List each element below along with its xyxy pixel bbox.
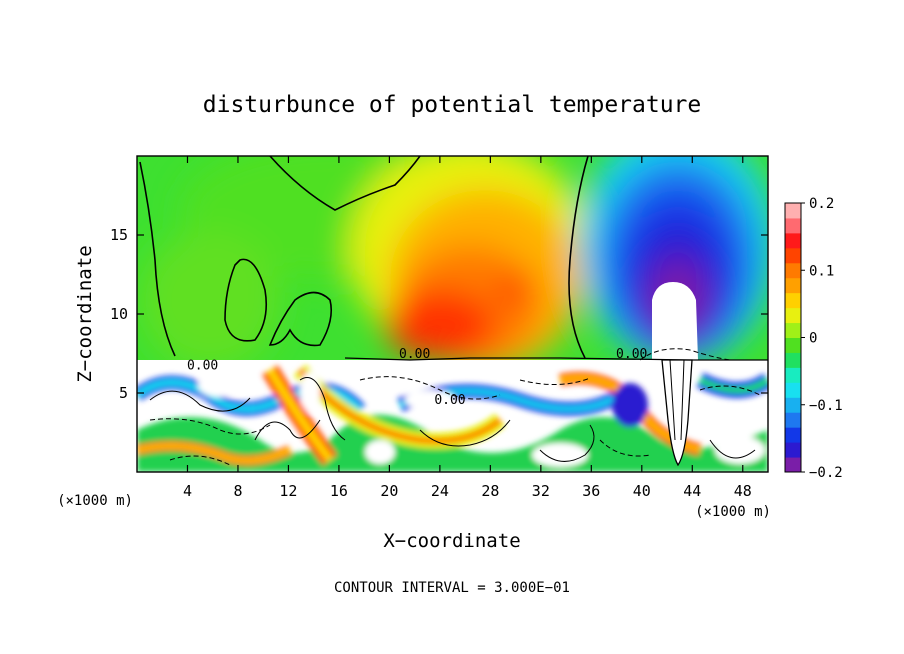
upper-layer xyxy=(137,156,768,370)
colorbar-swatch xyxy=(785,322,801,338)
colorbar-swatch xyxy=(785,337,801,353)
x-tick-label: 28 xyxy=(481,482,499,500)
colorbar: 0.2 0.1 0 −0.1 −0.2 xyxy=(784,196,843,481)
colorbar-swatch xyxy=(785,307,801,324)
colorbar-swatch xyxy=(785,217,801,234)
colorbar-swatch xyxy=(785,232,801,249)
y-axis: 5 10 15 xyxy=(110,226,768,402)
colorbar-swatch xyxy=(785,382,801,398)
y-tick-label: 5 xyxy=(119,384,128,402)
heatmap-field: 0.00 0.00 0.00 0.00 xyxy=(137,156,768,472)
contour-label: 0.00 xyxy=(434,393,465,408)
x-tick-label: 16 xyxy=(330,482,348,500)
contour-labels: 0.00 0.00 0.00 0.00 xyxy=(187,347,647,408)
y-axis-label: Z−coordinate xyxy=(74,245,96,382)
colorbar-tick-label: 0.1 xyxy=(809,263,834,279)
y-tick-label: 10 xyxy=(110,305,128,323)
colorbar-swatch xyxy=(785,427,801,443)
x-tick-label: 8 xyxy=(233,482,242,500)
colorbar-tick-label: −0.1 xyxy=(809,398,843,414)
x-tick-label: 32 xyxy=(532,482,550,500)
colorbar-swatch xyxy=(785,247,801,264)
x-tick-label: 48 xyxy=(734,482,752,500)
x-tick-label: 4 xyxy=(183,482,192,500)
colorbar-swatch xyxy=(785,292,801,309)
colorbar-tick-label: 0 xyxy=(809,331,817,347)
colorbar-swatch xyxy=(785,397,801,413)
y-tick-label: 15 xyxy=(110,226,128,244)
x-unit-label-right: (×1000 m) xyxy=(695,504,771,520)
colorbar-swatch xyxy=(785,352,801,368)
x-axis: 4 8 12 16 20 24 28 32 36 40 44 48 xyxy=(183,156,752,500)
colorbar-swatch xyxy=(785,203,801,219)
contour-interval-note: CONTOUR INTERVAL = 3.000E−01 xyxy=(334,580,570,596)
lower-layer xyxy=(137,359,768,472)
x-tick-label: 44 xyxy=(683,482,701,500)
colorbar-swatch xyxy=(785,442,801,458)
x-axis-label: X−coordinate xyxy=(383,530,520,552)
x-tick-label: 40 xyxy=(633,482,651,500)
colorbar-tick-label: 0.2 xyxy=(809,196,834,212)
x-tick-label: 24 xyxy=(431,482,449,500)
colorbar-swatch xyxy=(785,367,801,383)
contour-lines xyxy=(139,156,768,462)
x-tick-label: 36 xyxy=(582,482,600,500)
contour-lines-dashed xyxy=(149,348,761,466)
contour-label: 0.00 xyxy=(616,347,647,362)
x-tick-label: 12 xyxy=(279,482,297,500)
colorbar-swatch xyxy=(785,262,801,279)
colorbar-swatch xyxy=(785,412,801,428)
x-tick-label: 20 xyxy=(380,482,398,500)
colorbar-swatch xyxy=(785,277,801,294)
chart-title: disturbunce of potential temperature xyxy=(203,92,702,118)
contour-label: 0.00 xyxy=(187,358,218,373)
colorbar-swatch xyxy=(785,457,801,473)
colorbar-tick-label: −0.2 xyxy=(809,465,843,481)
x-unit-label-left: (×1000 m) xyxy=(57,493,133,509)
contour-label: 0.00 xyxy=(399,347,430,362)
